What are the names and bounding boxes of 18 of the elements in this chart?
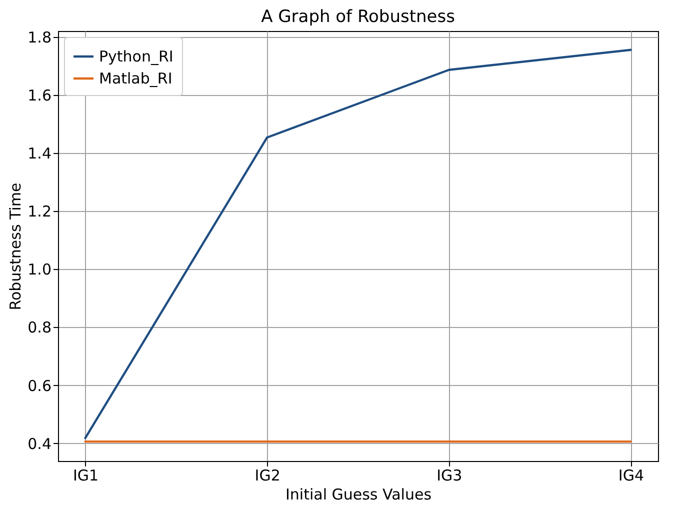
y-tick-label: 1.4 xyxy=(28,144,52,163)
x-axis-title: Initial Guess Values xyxy=(285,486,432,504)
y-tick-label: 0.8 xyxy=(28,318,52,337)
y-tick-label: 1.2 xyxy=(28,202,52,221)
y-tick-label: 0.4 xyxy=(28,434,52,453)
x-tick-label: IG2 xyxy=(254,466,280,484)
y-axis-title: Robustness Time xyxy=(6,182,25,310)
x-tick-label: IG3 xyxy=(436,466,462,484)
x-tick-label: IG1 xyxy=(72,466,99,484)
y-tick-label: 1.0 xyxy=(28,260,52,279)
y-tick-label: 1.8 xyxy=(28,28,52,47)
chart-title: A Graph of Robustness xyxy=(261,7,456,28)
y-tick-label: 0.6 xyxy=(28,376,52,395)
x-tick-label: IG4 xyxy=(618,466,644,484)
legend-label: Matlab_RI xyxy=(99,70,172,88)
y-tick-label: 1.6 xyxy=(28,86,52,105)
legend-label: Python_RI xyxy=(99,48,174,66)
line-series xyxy=(84,48,632,440)
